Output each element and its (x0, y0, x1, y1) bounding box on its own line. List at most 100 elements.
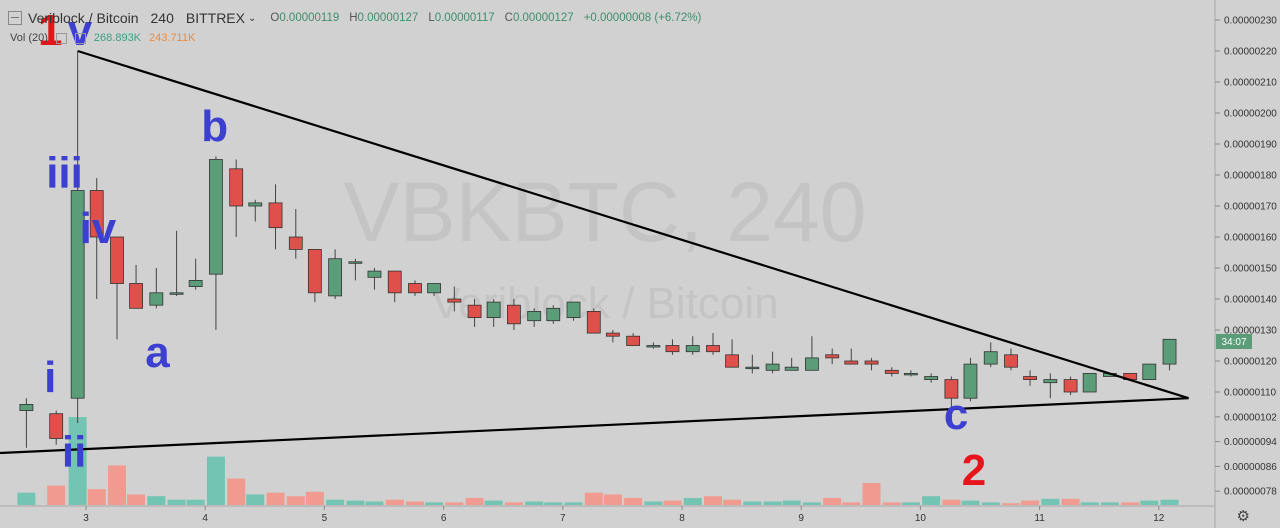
ohlc-values: O0.00000119 H0.00000127 L0.00000117 C0.0… (270, 12, 701, 24)
symbol-title[interactable]: Veriblock / Bitcoin (28, 10, 139, 26)
volume-bar (1121, 502, 1140, 505)
eye-icon[interactable] (55, 32, 67, 44)
x-tick-label: 10 (915, 513, 927, 524)
candle (129, 264, 143, 309)
candle-body (110, 236, 124, 284)
trendline[interactable] (0, 397, 1189, 455)
candle (1023, 370, 1037, 386)
chevron-down-icon[interactable]: ⌄ (247, 12, 257, 24)
volume-bar (167, 499, 186, 505)
y-tick-label: 0.00000120 (1224, 357, 1277, 368)
candle-body (1142, 363, 1157, 381)
candle (844, 348, 859, 365)
close-value: 0.00000127 (512, 12, 574, 24)
candle (427, 283, 441, 296)
candles (19, 51, 1177, 448)
volume-bar (206, 456, 225, 505)
volume-bar (68, 417, 87, 505)
candle (408, 280, 422, 296)
candle-body (307, 248, 322, 294)
y-tick-label: 0.00000160 (1224, 233, 1277, 244)
y-tick-label: 0.00000200 (1224, 109, 1277, 120)
open-label: O (270, 12, 280, 24)
x-tick-label: 8 (679, 513, 685, 524)
candle-body (745, 366, 760, 370)
volume-bar (405, 501, 424, 505)
x-tick-label: 6 (441, 513, 447, 524)
volume-bar (1140, 500, 1159, 505)
candle-body (19, 403, 34, 411)
candle-body (248, 202, 263, 207)
wave-label: b (201, 102, 228, 151)
candle (288, 209, 303, 259)
candle-body (944, 379, 959, 399)
volume-bar (227, 478, 246, 505)
volume-label: Vol (20) (10, 32, 48, 44)
candle (665, 339, 680, 355)
y-tick-label: 0.00000140 (1224, 295, 1277, 306)
x-tick-label: 9 (798, 513, 804, 524)
candle-body (646, 345, 661, 348)
volume-bar (484, 500, 503, 505)
candle-body (1082, 372, 1097, 393)
volume-bar (763, 501, 782, 505)
candle-body (427, 283, 441, 294)
trendline[interactable] (77, 49, 1189, 400)
volume-bar (107, 465, 126, 505)
candle-body (1043, 379, 1058, 384)
candle (149, 268, 164, 309)
candle-body (665, 345, 680, 353)
price-tag: 34:07 (1216, 334, 1252, 349)
candle-body (685, 345, 700, 353)
wave-label: c (944, 390, 968, 439)
candle-body (626, 335, 641, 346)
volume-bar (147, 496, 166, 505)
candle-body (188, 279, 203, 287)
collapse-icon[interactable] (8, 11, 22, 25)
volume-bar (1001, 503, 1020, 505)
candle (49, 410, 64, 445)
candle-body (725, 354, 739, 368)
candle (367, 268, 382, 290)
wave-label: a (145, 328, 170, 377)
volume-bar (47, 485, 66, 505)
candle (507, 299, 521, 330)
candle (546, 305, 561, 324)
volume-bar (703, 496, 722, 505)
settings-box-icon[interactable] (74, 32, 86, 44)
gear-icon[interactable]: ⚙ (1236, 508, 1250, 525)
interval-label[interactable]: 240 (150, 10, 174, 26)
volume-bar (326, 499, 345, 505)
x-tick-label: 3 (83, 513, 89, 524)
candle (864, 357, 879, 371)
volume-bar (584, 492, 603, 505)
volume-bar (465, 497, 484, 505)
volume-bar (87, 489, 106, 505)
candle-body (765, 363, 780, 371)
volume-bar (882, 502, 901, 505)
wave-label: ii (62, 427, 86, 476)
price-tag-label: 34:07 (1221, 337, 1246, 348)
high-label: H (349, 12, 358, 24)
candle (805, 336, 819, 371)
candle-body (486, 301, 501, 319)
candle-body (129, 283, 143, 309)
y-tick-label: 0.00000210 (1224, 78, 1277, 89)
candle-body (49, 413, 64, 439)
exchange-label[interactable]: BITTREX (185, 10, 245, 26)
volume-bar (266, 492, 285, 505)
candle (825, 348, 840, 365)
volume-bar (17, 492, 36, 505)
wave-label: iv (80, 204, 117, 253)
y-tick-label: 0.00000230 (1224, 16, 1277, 27)
candle (884, 367, 899, 377)
volume-bar (981, 502, 1000, 505)
candle (486, 299, 501, 327)
low-label: L (428, 12, 435, 24)
candle (566, 301, 581, 321)
time-axis: 3 4 5 6 7 8 9 10 11 12 (83, 506, 1165, 524)
candle (169, 230, 184, 296)
volume-bar (1100, 502, 1119, 505)
volume-bar (525, 501, 544, 505)
